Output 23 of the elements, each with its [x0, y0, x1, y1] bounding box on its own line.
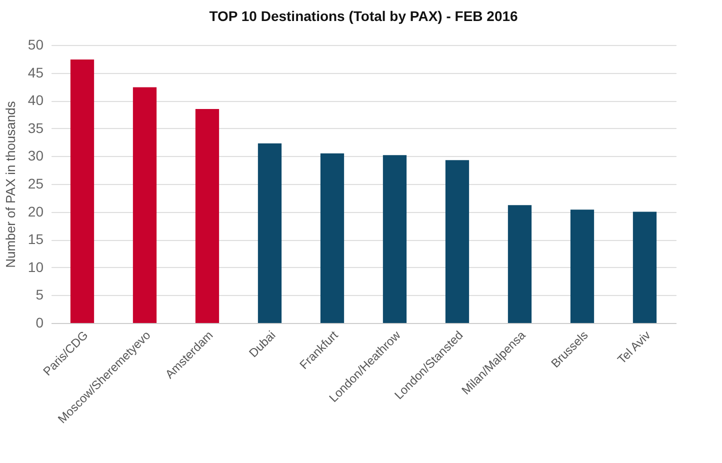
y-axis-title: Number of PAX in thousands	[2, 100, 18, 268]
bar	[258, 143, 282, 323]
chart-title: TOP 10 Destinations (Total by PAX) - FEB 2016	[209, 8, 518, 24]
bar	[570, 210, 594, 323]
y-tick-label: 40	[28, 92, 44, 108]
y-tick-label: 20	[28, 203, 44, 220]
y-tick-label: 50	[28, 36, 44, 52]
bar	[632, 212, 657, 323]
y-tick-label: 45	[28, 64, 44, 80]
bar	[445, 160, 470, 323]
bar	[320, 153, 344, 323]
y-tick-label: 5	[36, 286, 44, 303]
y-tick-label: 15	[28, 231, 44, 248]
bar	[132, 87, 157, 323]
y-tick-label: 25	[28, 176, 44, 192]
bar	[70, 59, 94, 323]
bar	[508, 205, 532, 323]
y-tick-label: 0	[36, 314, 44, 330]
y-tick-label: 35	[28, 120, 44, 136]
y-tick-label: 30	[28, 148, 44, 164]
bar	[382, 155, 407, 323]
y-tick-label: 10	[28, 258, 44, 275]
bar	[195, 108, 220, 323]
